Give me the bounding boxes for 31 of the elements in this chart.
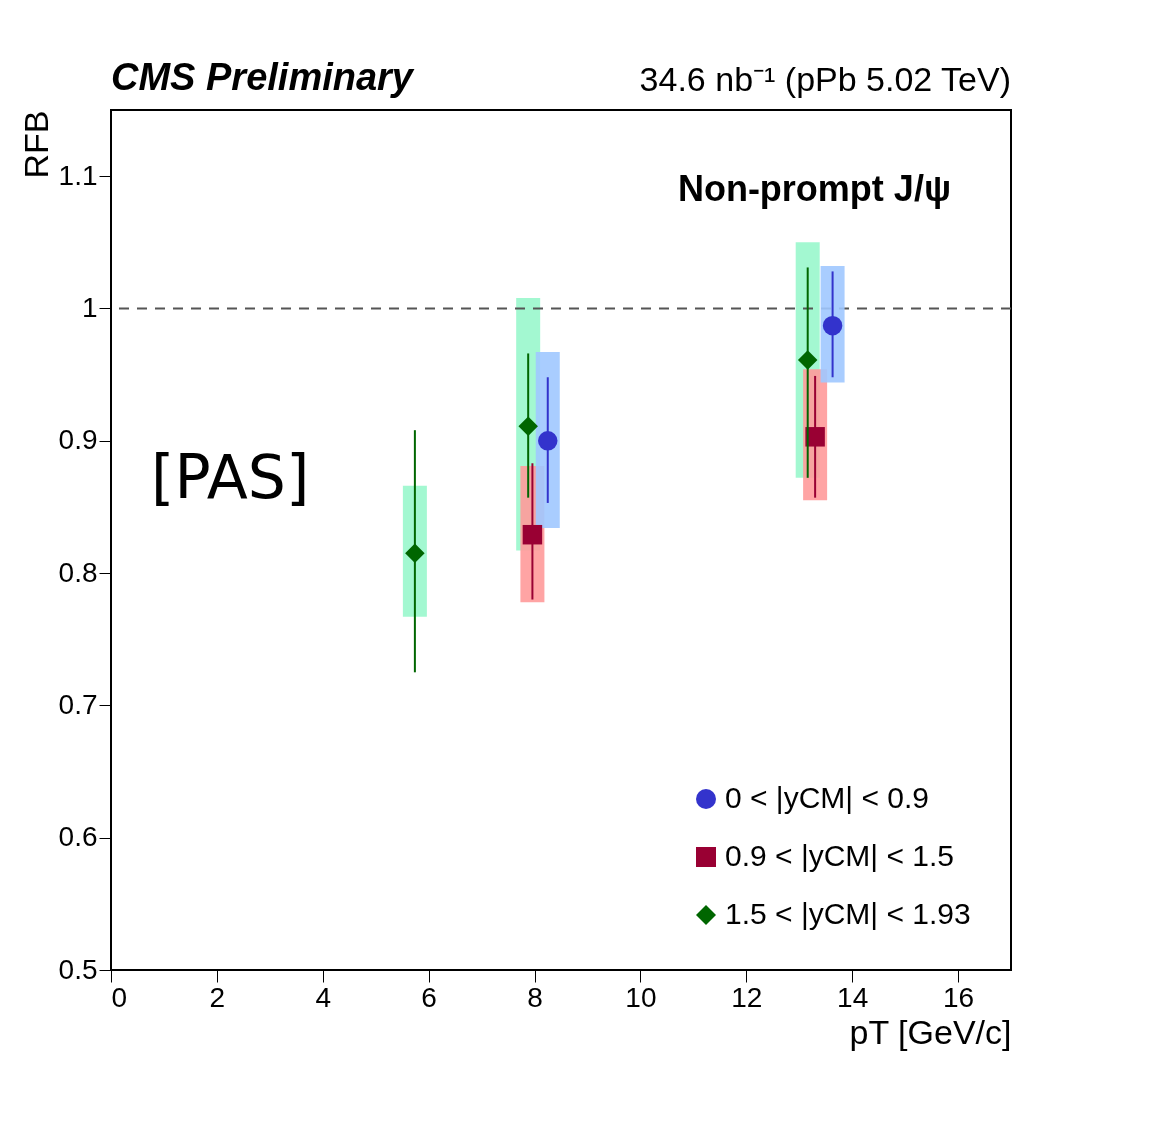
legend-label: 0 < |yCM| < 0.9 — [725, 781, 930, 814]
y-tick-label: 1 — [81, 291, 98, 323]
y-tick-label: 0.6 — [58, 821, 98, 853]
y-tick-label: 0.7 — [58, 688, 98, 720]
y-tick-label: 1.1 — [58, 159, 98, 191]
x-tick-label: 10 — [625, 981, 657, 1013]
y-tick-label: 0.5 — [58, 953, 98, 985]
x-tick-label: 0 — [111, 981, 128, 1013]
chart-title: CMS Preliminary — [111, 56, 415, 98]
point — [822, 315, 843, 336]
y-tick-label: 0.8 — [58, 556, 98, 588]
x-tick-label: 14 — [837, 981, 869, 1013]
point — [538, 431, 558, 451]
x-axis-title: pT [GeV/c] — [849, 1012, 1012, 1051]
chart-subtitle: 34.6 nb⁻¹ (pPb 5.02 TeV) — [639, 60, 1011, 98]
x-tick-label: 12 — [731, 981, 763, 1013]
point — [522, 524, 543, 545]
point — [518, 416, 538, 436]
x-tick-label: 6 — [421, 981, 437, 1013]
annotation: Non-prompt J/ψ — [677, 168, 951, 209]
x-tick-label: 8 — [527, 981, 543, 1013]
point — [797, 350, 818, 370]
x-tick-label: 16 — [942, 981, 975, 1013]
legend-label: 0.9 < |yCM| < 1.5 — [725, 839, 955, 872]
x-tick-label: 4 — [315, 981, 332, 1013]
legend-label: 1.5 < |yCM| < 1.93 — [725, 897, 971, 930]
x-tick-label: 2 — [209, 981, 226, 1013]
y-axis-title: RFB — [16, 110, 55, 179]
annotation: [PAS] — [151, 442, 310, 512]
y-tick-label: 0.9 — [58, 424, 98, 456]
point — [405, 543, 425, 563]
